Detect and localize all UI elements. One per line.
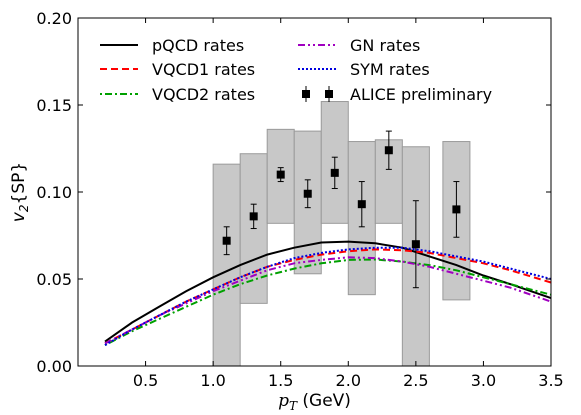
y-axis-label: v2{SP} — [9, 162, 31, 222]
data-marker — [222, 236, 231, 245]
x-tick-label: 3.0 — [471, 371, 496, 390]
data-point-0 — [222, 226, 231, 256]
vqcd1-rates-curve — [104, 248, 552, 345]
alice-data-points — [222, 130, 461, 289]
legend-label: VQCD1 rates — [152, 60, 255, 79]
x-tick-label: 1.0 — [200, 371, 225, 390]
data-marker — [357, 200, 366, 209]
legend-item-gn-rates: GN rates — [298, 36, 420, 55]
data-marker — [249, 212, 258, 221]
legend-item-pqcd-rates: pQCD rates — [100, 36, 244, 55]
legend-label: GN rates — [350, 36, 420, 55]
y-tick-label: 0.10 — [36, 183, 72, 202]
legend-item-vqcd2-rates: VQCD2 rates — [100, 85, 255, 104]
gn-rates-curve — [104, 256, 552, 345]
legend-item-alice-preliminary: ALICE preliminary — [302, 85, 492, 104]
legend-item-sym-rates: SYM rates — [298, 60, 430, 79]
x-axis-label-var: p — [278, 391, 289, 411]
pqcd-rates-curve — [104, 240, 552, 343]
x-tick-label: 1.5 — [268, 371, 293, 390]
data-point-2 — [276, 167, 285, 183]
data-marker — [384, 146, 393, 155]
legend-swatch-marker — [325, 90, 333, 98]
data-marker — [452, 205, 461, 214]
y-axis-label-var: v — [9, 211, 29, 222]
y-tick-label: 0.20 — [36, 9, 72, 28]
sym-rates-curve — [104, 246, 552, 346]
vqcd2-rates-curve — [104, 258, 552, 346]
data-point-5 — [357, 181, 366, 228]
x-tick-label: 0.5 — [133, 371, 158, 390]
data-point-4 — [330, 156, 339, 190]
data-marker — [276, 170, 285, 179]
data-point-7 — [411, 200, 420, 289]
data-marker — [411, 240, 420, 249]
y-axis-label-sub: 2 — [17, 204, 31, 212]
legend-label: pQCD rates — [152, 36, 244, 55]
y-tick-label: 0.00 — [36, 357, 72, 376]
y-axis-label-tail: {SP} — [9, 162, 29, 205]
y-tick-label: 0.05 — [36, 270, 72, 289]
legend-swatch-marker — [302, 90, 310, 98]
data-point-8 — [452, 181, 461, 238]
legend-label: VQCD2 rates — [152, 85, 255, 104]
systematic-band-0 — [212, 163, 241, 367]
x-axis-label: pT (GeV) — [278, 391, 351, 413]
axis-ticks: 0.5 1.0 1.5 2.0 2.5 3.0 3.5 0.00 0.05 0.10 0.15 0.2… — [36, 9, 563, 390]
data-point-6 — [384, 130, 393, 170]
legend-label: SYM rates — [350, 60, 430, 79]
data-point-3 — [303, 179, 312, 209]
systematic-bands — [212, 101, 471, 367]
x-tick-label: 2.5 — [403, 371, 428, 390]
data-marker — [330, 168, 339, 177]
legend-label: ALICE preliminary — [350, 85, 492, 104]
data-marker — [303, 189, 312, 198]
legend-item-vqcd1-rates: VQCD1 rates — [100, 60, 255, 79]
x-tick-label: 3.5 — [538, 371, 563, 390]
x-axis-label-sub: T — [289, 399, 298, 413]
legend: pQCD rates VQCD1 rates VQCD2 rates GN rates… — [100, 36, 492, 104]
x-tick-label: 2.0 — [336, 371, 361, 390]
y-tick-label: 0.15 — [36, 96, 72, 115]
data-point-1 — [249, 203, 258, 230]
model-curves — [104, 240, 552, 346]
x-axis-label-unit: (GeV) — [297, 391, 351, 411]
